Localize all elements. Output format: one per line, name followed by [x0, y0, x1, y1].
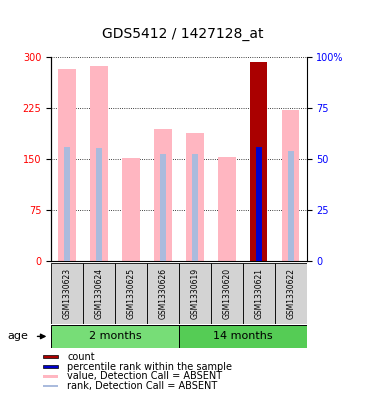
- Text: GSM1330620: GSM1330620: [222, 268, 231, 319]
- Text: 14 months: 14 months: [213, 331, 273, 342]
- Text: GSM1330626: GSM1330626: [158, 268, 168, 319]
- Bar: [83, 263, 115, 324]
- Bar: [43, 384, 58, 387]
- Text: count: count: [67, 352, 95, 362]
- Bar: [154, 129, 172, 261]
- Bar: [218, 157, 235, 261]
- Bar: [243, 263, 274, 324]
- Bar: [211, 263, 243, 324]
- Bar: [58, 69, 76, 261]
- Text: value, Detection Call = ABSENT: value, Detection Call = ABSENT: [67, 371, 222, 381]
- Bar: [160, 154, 166, 261]
- Text: 2 months: 2 months: [89, 331, 141, 342]
- Text: rank, Detection Call = ABSENT: rank, Detection Call = ABSENT: [67, 381, 218, 391]
- Bar: [186, 133, 204, 261]
- Bar: [282, 110, 299, 261]
- Bar: [192, 154, 198, 261]
- Bar: [256, 147, 262, 261]
- Bar: [43, 356, 58, 358]
- Text: GSM1330621: GSM1330621: [254, 268, 263, 319]
- Text: GSM1330619: GSM1330619: [190, 268, 199, 319]
- Bar: [64, 147, 70, 261]
- Bar: [51, 263, 83, 324]
- Bar: [147, 263, 179, 324]
- Bar: [43, 375, 58, 378]
- Text: age: age: [7, 331, 28, 342]
- Bar: [122, 158, 140, 261]
- Bar: [274, 263, 307, 324]
- Text: GSM1330623: GSM1330623: [62, 268, 72, 319]
- Bar: [96, 148, 102, 261]
- Bar: [90, 66, 108, 261]
- Bar: [250, 62, 268, 261]
- Bar: [51, 325, 179, 348]
- Bar: [179, 263, 211, 324]
- Bar: [43, 365, 58, 368]
- Text: GDS5412 / 1427128_at: GDS5412 / 1427128_at: [102, 27, 263, 41]
- Text: GSM1330625: GSM1330625: [126, 268, 135, 319]
- Text: GSM1330624: GSM1330624: [95, 268, 104, 319]
- Bar: [288, 151, 293, 261]
- Bar: [179, 325, 307, 348]
- Text: GSM1330622: GSM1330622: [286, 268, 295, 319]
- Bar: [115, 263, 147, 324]
- Text: percentile rank within the sample: percentile rank within the sample: [67, 362, 232, 372]
